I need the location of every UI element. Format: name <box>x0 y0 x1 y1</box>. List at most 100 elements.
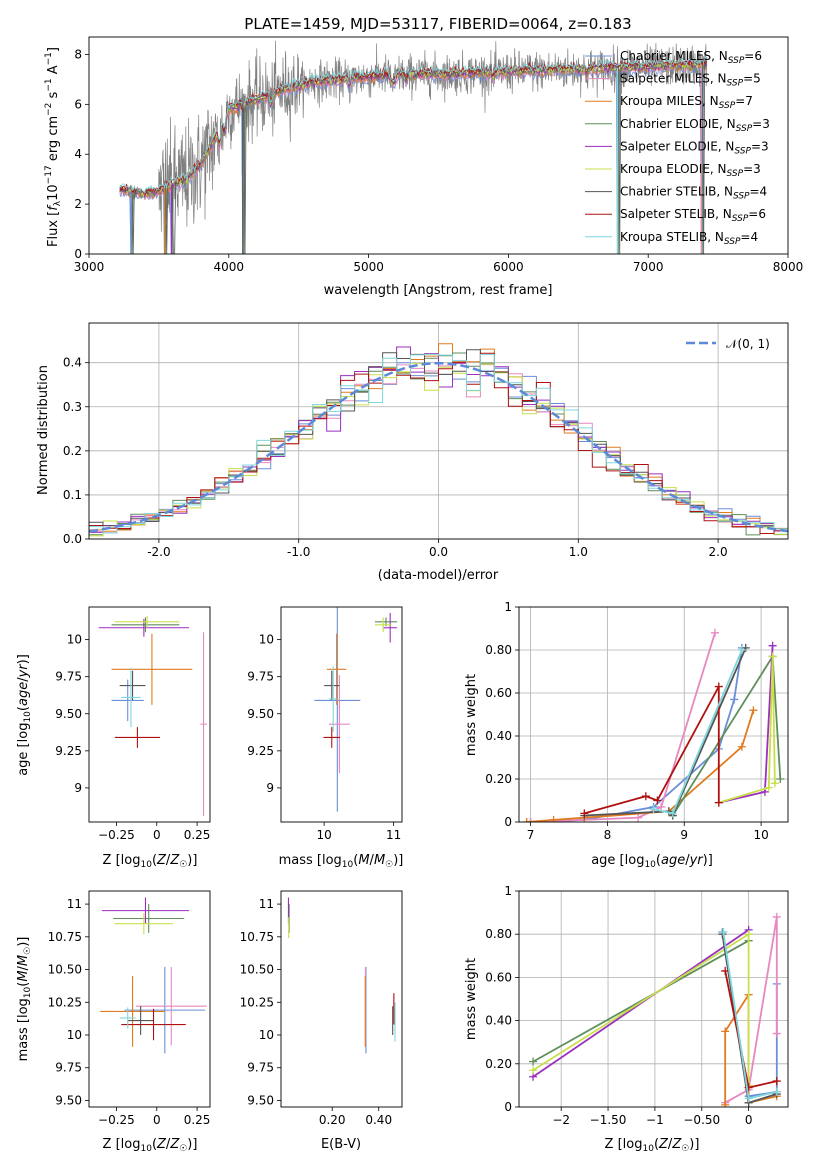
ageMass-axes: 10 11 9 9.25 9.50 9.75 10 <box>247 606 403 842</box>
weight-marker <box>580 809 589 818</box>
weightAge-ytick-label: 1 <box>504 600 512 614</box>
weightAge-ytick-label: 0.20 <box>485 772 512 786</box>
weight-line <box>721 934 778 1104</box>
weight-marker <box>549 815 558 822</box>
weight-marker <box>668 809 677 818</box>
spectrum-xtick-label: 4000 <box>214 260 245 274</box>
weight-marker <box>764 783 773 792</box>
massEBV-xtick-label: 0.20 <box>319 1113 346 1127</box>
weight-marker <box>721 1100 730 1107</box>
ageMass-ytick-label: 9 <box>266 781 274 795</box>
weight-marker <box>744 1083 753 1092</box>
ageZ-ytick-label: 9.25 <box>55 744 82 758</box>
spectrum-xtick-label: 3000 <box>74 260 105 274</box>
weightAge-ytick-label: 0.40 <box>485 729 512 743</box>
massZ-ytick-label: 9.75 <box>55 1061 82 1075</box>
residuals-xtick-label: -2.0 <box>147 545 170 559</box>
weight-marker <box>768 652 777 661</box>
ageMass-plot <box>314 607 398 812</box>
weight-marker <box>714 682 723 691</box>
residuals-ytick-label: 0.4 <box>63 356 82 370</box>
weight-marker <box>719 928 728 937</box>
weightZ-xtick-label: −1 <box>646 1113 664 1127</box>
ageMass-xlabel: mass [log10(M/M☉)] <box>279 853 404 870</box>
legend-label: Kroupa ELODIE, NSSP=3 <box>620 162 761 179</box>
weightZ-ytick-label: 1 <box>504 884 512 898</box>
ageMass-ytick-label: 10 <box>259 633 274 647</box>
normal-curve <box>89 361 788 533</box>
weight-marker <box>714 798 723 807</box>
spectrum-xtick-label: 5000 <box>353 260 384 274</box>
weight-marker <box>529 1066 538 1075</box>
weightAge-ylabel: mass weight <box>464 674 479 756</box>
massZ-xtick-label: 0 <box>153 1113 161 1127</box>
ageZ-ytick-label: 9.50 <box>55 707 82 721</box>
massEBV-ytick-label: 10.25 <box>240 995 274 1009</box>
weight-line <box>718 656 776 804</box>
massZ-axes: −0.25 0 0.25 9.50 9.75 10 10.25 10.50 10.75 11 <box>48 890 211 1127</box>
svg-text:Flux [fλ10−17 erg cm−2 s−1 A−1: Flux [fλ10−17 erg cm−2 s−1 A−1] <box>44 47 63 247</box>
panel-age-vs-Z: Z [log10(Z/Z☉)] age [log10(age/yr)] <box>16 654 197 870</box>
weight-marker <box>641 792 650 801</box>
weight-line <box>532 929 750 1078</box>
spectrum-plot <box>119 40 708 254</box>
weightZ-xlabel: Z [log10(Z/Z☉)] <box>605 1137 700 1154</box>
legend-label: Kroupa MILES, NSSP=7 <box>620 94 753 111</box>
panel-mass-vs-Z: Z [log10(Z/Z☉)] mass [log10(M/M☉)] <box>16 937 197 1154</box>
massEBV-plot <box>287 897 396 1054</box>
spectrum-ytick-label: 6 <box>74 97 82 111</box>
massEBV-ytick-label: 11 <box>259 897 274 911</box>
weightZ-ytick-label: 0.80 <box>485 927 512 941</box>
weightZ-xtick-label: −1.50 <box>590 1113 627 1127</box>
residuals-ylabel: Normed distribution <box>36 365 51 495</box>
weight-line <box>532 939 750 1063</box>
weight-line <box>530 647 743 822</box>
weight-marker <box>653 796 662 805</box>
legend-label: Salpeter MILES, NSSP=5 <box>620 72 761 89</box>
massZ-ytick-label: 11 <box>67 897 82 911</box>
panel-spectrum: wavelength [Angstrom, rest frame] Flux [… <box>44 47 552 298</box>
weightAge-xtick-label: 10 <box>753 828 768 842</box>
weight-marker <box>710 628 719 637</box>
weight-marker <box>634 813 643 822</box>
spectrum-ytick-label: 4 <box>74 147 82 161</box>
weightAge-ytick-label: 0 <box>504 815 512 829</box>
weight-line <box>526 709 755 822</box>
weightZ-ylabel: mass weight <box>464 958 479 1040</box>
spectrum-axes: 3000 4000 5000 6000 7000 8000 0 2 4 6 8 <box>74 36 803 274</box>
massEBV-ytick-label: 10.50 <box>240 963 274 977</box>
spectrum-ytick-label: 2 <box>74 197 82 211</box>
massZ-xtick-label: 0.25 <box>184 1113 211 1127</box>
massEBV-axes: 0.20 0.40 9.50 9.75 10 10.25 10.50 10.75 11 <box>240 890 403 1127</box>
weightZ-axes: −2 −1.50 −1 −0.50 0 0 0.20 0.40 0.60 0.80 1 <box>485 884 789 1127</box>
weight-line <box>722 931 778 1100</box>
residuals-ytick-label: 0.1 <box>63 488 82 502</box>
legend-label: 𝒩(0, 1) <box>726 337 770 351</box>
weight-line <box>721 931 778 1098</box>
panel-mass-vs-EBV: E(B-V) <box>321 1137 361 1152</box>
residuals-xtick-label: 0.0 <box>429 545 448 559</box>
model-spectrum-line <box>119 55 708 194</box>
weightZ-xtick-label: −0.50 <box>683 1113 720 1127</box>
massEBV-ytick-label: 9.50 <box>247 1093 274 1107</box>
weightAge-ytick-label: 0.80 <box>485 643 512 657</box>
weight-line <box>584 647 747 818</box>
ageZ-ytick-label: 9.75 <box>55 670 82 684</box>
legend-label: Chabrier MILES, NSSP=6 <box>620 49 762 66</box>
residuals-xtick-label: 1.0 <box>569 545 588 559</box>
residuals-plot <box>89 343 788 537</box>
ageZ-xtick-label: −0.25 <box>98 828 135 842</box>
massZ-ytick-label: 10.75 <box>48 930 82 944</box>
panel-age-vs-mass: mass [log10(M/M☉)] <box>279 853 404 870</box>
ageZ-plot <box>98 615 207 817</box>
massEBV-ytick-label: 9.75 <box>247 1061 274 1075</box>
massZ-ytick-label: 9.50 <box>55 1093 82 1107</box>
massZ-ytick-label: 10.50 <box>48 963 82 977</box>
massZ-ylabel: mass [log10(M/M☉)] <box>16 937 33 1062</box>
panel-weight-vs-Z: Z [log10(Z/Z☉)] mass weight <box>464 958 699 1154</box>
residuals-ytick-label: 0.0 <box>63 532 82 546</box>
ageMass-frame <box>280 606 403 823</box>
spectrum-frame <box>88 36 789 255</box>
weight-marker <box>522 818 531 822</box>
